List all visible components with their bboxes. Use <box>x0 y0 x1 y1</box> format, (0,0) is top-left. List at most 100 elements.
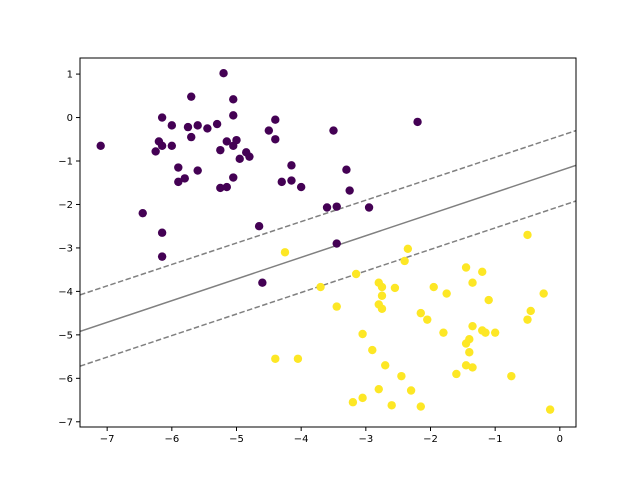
x-tick-label: −7 <box>100 434 115 445</box>
data-point-class-1-42 <box>374 384 383 394</box>
margin-line-0 <box>80 129 576 296</box>
data-point-class-0-14 <box>187 132 196 142</box>
data-point-class-0-40 <box>345 186 354 195</box>
data-point-class-0-22 <box>229 141 238 150</box>
data-point-class-0-48 <box>157 252 167 261</box>
y-tick-label: 1 <box>67 70 73 81</box>
data-point-class-0-43 <box>364 203 374 212</box>
data-point-class-1-38 <box>381 361 390 370</box>
data-point-class-1-40 <box>397 371 406 381</box>
data-point-class-0-2 <box>229 95 238 104</box>
data-point-class-0-12 <box>264 126 274 135</box>
data-point-class-0-41 <box>322 203 332 212</box>
data-point-class-1-46 <box>387 401 396 410</box>
data-points <box>96 69 555 414</box>
data-point-class-1-20 <box>526 306 535 316</box>
y-tick-label: −5 <box>58 330 73 341</box>
data-point-class-0-45 <box>254 222 264 231</box>
data-point-class-0-35 <box>174 177 183 187</box>
data-point-class-0-44 <box>138 208 147 218</box>
data-point-class-1-48 <box>545 405 555 414</box>
margin-line-2 <box>80 200 576 367</box>
data-point-class-0-38 <box>216 183 225 193</box>
data-point-class-1-14 <box>377 291 387 300</box>
data-point-class-1-43 <box>406 386 416 395</box>
data-point-class-1-11 <box>390 283 400 293</box>
data-point-class-0-9 <box>183 122 193 132</box>
plot-frame <box>79 57 577 428</box>
data-point-class-0-37 <box>296 182 306 192</box>
data-point-class-0-49 <box>258 278 267 287</box>
data-point-class-0-29 <box>174 163 183 172</box>
data-point-class-1-0 <box>523 230 532 240</box>
x-tick-label: −6 <box>164 434 179 445</box>
data-point-class-1-22 <box>423 315 432 324</box>
data-point-class-1-10 <box>316 282 325 292</box>
data-point-class-1-4 <box>461 263 471 272</box>
data-point-class-0-1 <box>187 92 196 101</box>
data-point-class-0-0 <box>219 69 228 78</box>
data-point-class-1-24 <box>468 321 477 331</box>
data-point-class-1-37 <box>468 363 477 372</box>
x-tick-label: −5 <box>229 434 244 445</box>
data-point-class-1-34 <box>271 354 280 363</box>
data-point-class-0-19 <box>96 141 105 150</box>
data-point-class-1-16 <box>484 295 493 305</box>
data-point-class-0-13 <box>329 126 338 135</box>
data-point-class-0-7 <box>193 121 202 130</box>
data-point-class-1-33 <box>465 348 474 357</box>
data-point-class-1-1 <box>403 244 413 254</box>
data-point-class-0-28 <box>287 161 296 170</box>
data-point-class-1-23 <box>523 315 532 324</box>
data-point-class-1-29 <box>358 329 367 339</box>
data-point-class-0-42 <box>332 202 341 211</box>
data-point-class-0-4 <box>229 111 238 120</box>
x-tick-label: −4 <box>294 434 309 445</box>
data-point-class-0-32 <box>180 174 189 183</box>
data-point-class-0-27 <box>235 154 244 164</box>
data-point-class-0-5 <box>271 115 280 124</box>
data-point-class-0-24 <box>151 147 160 156</box>
data-point-class-0-11 <box>212 119 222 129</box>
data-point-class-1-8 <box>377 282 387 292</box>
data-point-class-0-3 <box>157 113 167 122</box>
data-point-class-1-36 <box>461 361 471 370</box>
data-point-class-0-36 <box>229 173 238 182</box>
data-point-class-0-31 <box>193 166 202 175</box>
data-point-class-0-46 <box>157 228 167 237</box>
data-point-class-1-44 <box>358 393 367 403</box>
data-point-class-1-18 <box>332 302 341 311</box>
data-point-class-0-34 <box>277 177 286 187</box>
y-tick-label: 0 <box>67 113 73 124</box>
data-point-class-1-12 <box>429 282 438 292</box>
data-point-class-1-6 <box>478 267 487 277</box>
x-tick-label: −1 <box>488 434 503 445</box>
data-point-class-1-41 <box>507 371 516 381</box>
y-axis-ticks: 1 0 −1 −2 −3 −4 −5 −6 −7 <box>58 70 80 428</box>
data-point-class-0-17 <box>222 137 231 146</box>
x-axis-ticks: −7 −6 −5 −4 −3 −2 −1 0 <box>100 427 563 445</box>
data-point-class-0-39 <box>222 182 231 192</box>
y-tick-label: −7 <box>58 417 73 428</box>
data-point-class-0-6 <box>413 117 422 127</box>
data-point-class-0-8 <box>167 121 177 130</box>
data-point-class-1-21 <box>416 308 425 318</box>
y-tick-label: −4 <box>58 287 73 298</box>
data-point-class-1-28 <box>481 328 490 337</box>
y-tick-label: −3 <box>58 243 73 254</box>
data-point-class-1-27 <box>490 328 500 337</box>
data-point-class-1-15 <box>539 289 548 298</box>
x-tick-label: 0 <box>557 434 563 445</box>
data-point-class-1-9 <box>468 278 477 287</box>
data-point-class-1-45 <box>348 398 358 407</box>
data-point-class-1-5 <box>351 269 361 279</box>
data-point-class-1-35 <box>293 354 303 363</box>
data-point-class-0-33 <box>287 176 296 185</box>
decision-lines <box>80 129 576 367</box>
data-point-class-1-32 <box>368 345 377 355</box>
decision-boundary-line-1 <box>80 164 576 333</box>
data-point-class-1-26 <box>439 328 448 337</box>
data-point-class-1-39 <box>452 369 461 379</box>
